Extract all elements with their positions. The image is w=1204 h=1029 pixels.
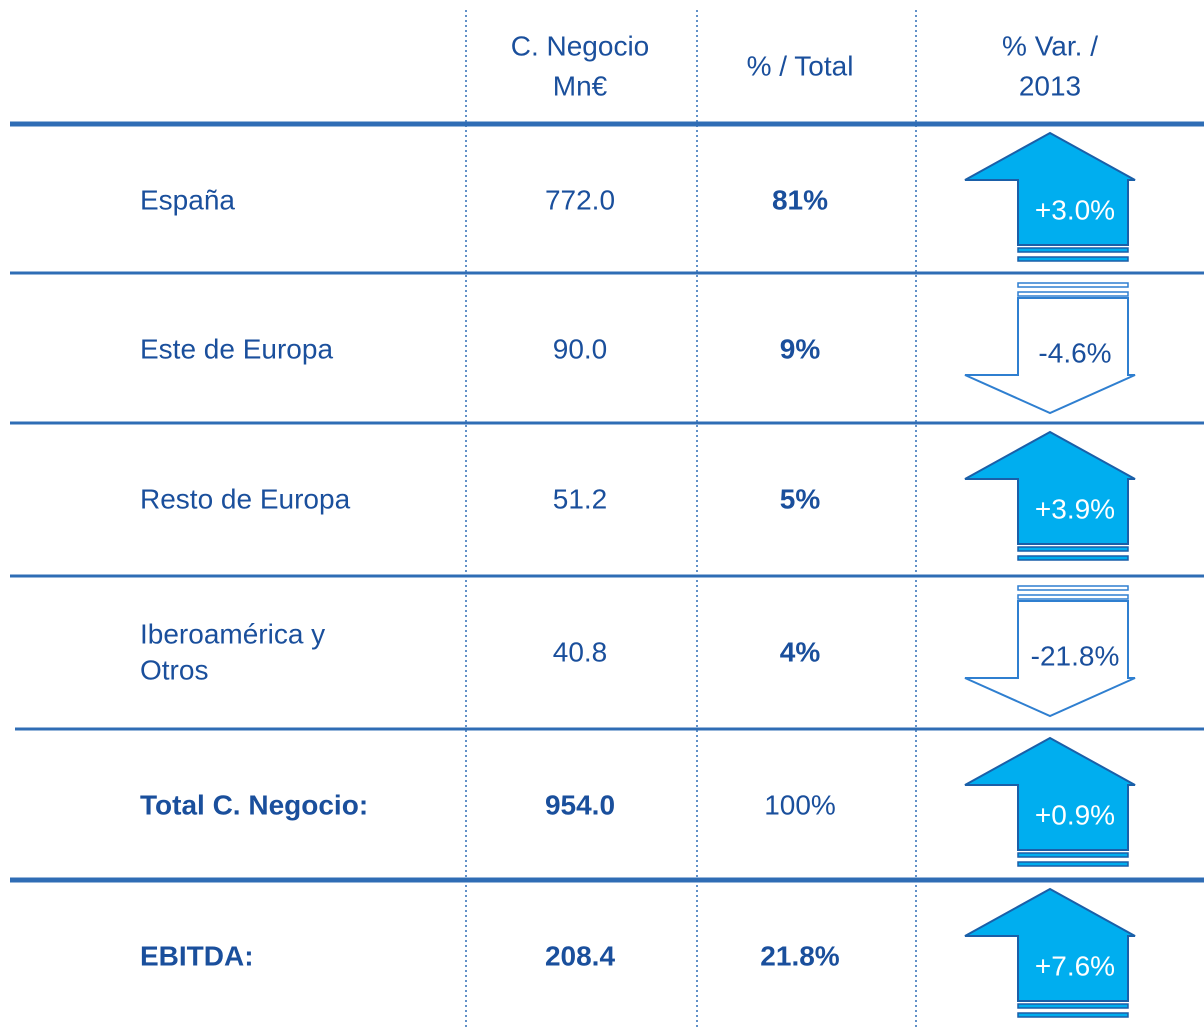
cell-change: +0.9% xyxy=(1035,799,1115,830)
arrow-up xyxy=(964,887,1136,1002)
arrow-stripe xyxy=(1017,1003,1129,1009)
arrow-stripe xyxy=(1017,546,1129,552)
cell-value: 40.8 xyxy=(553,636,608,667)
arrow-stripe xyxy=(1017,282,1129,288)
cell-change: +7.6% xyxy=(1035,950,1115,981)
header-cell: % / Total xyxy=(747,50,854,81)
header-cell: Mn€ xyxy=(553,70,608,101)
row-label: EBITDA: xyxy=(140,940,254,971)
cell-value: 208.4 xyxy=(545,940,615,971)
arrow-stripe xyxy=(1017,555,1129,561)
cell-share: 21.8% xyxy=(760,940,839,971)
arrow-stripe xyxy=(1017,585,1129,591)
cell-value: 90.0 xyxy=(553,333,608,364)
cell-change: +3.9% xyxy=(1035,493,1115,524)
cell-value: 954.0 xyxy=(545,789,615,820)
cell-value: 51.2 xyxy=(553,483,608,514)
row-label: Total C. Negocio: xyxy=(140,789,368,820)
cell-share: 4% xyxy=(780,636,821,667)
cell-value: 772.0 xyxy=(545,184,615,215)
arrow-stripe xyxy=(1017,861,1129,867)
arrow-stripe xyxy=(1017,852,1129,858)
arrow-stripe xyxy=(1017,594,1129,600)
arrow-stripe xyxy=(1017,247,1129,253)
arrow-stripe xyxy=(1017,291,1129,297)
header-cell: C. Negocio xyxy=(511,30,650,61)
row-label: Resto de Europa xyxy=(140,483,351,514)
arrow-down xyxy=(964,600,1136,718)
cell-share: 5% xyxy=(780,483,821,514)
cell-change: +3.0% xyxy=(1035,194,1115,225)
cell-share: 81% xyxy=(772,184,828,215)
arrow-down xyxy=(964,297,1136,415)
row-label: Iberoamérica y xyxy=(140,618,325,649)
cell-change: -4.6% xyxy=(1038,337,1111,368)
row-label: Este de Europa xyxy=(140,333,333,364)
header-cell: % Var. / xyxy=(1002,30,1098,61)
arrow-stripe xyxy=(1017,256,1129,262)
header-cell: 2013 xyxy=(1019,70,1081,101)
arrow-up xyxy=(964,131,1136,246)
cell-share: 100% xyxy=(764,789,836,820)
arrow-stripe xyxy=(1017,1012,1129,1018)
cell-change: -21.8% xyxy=(1031,640,1120,671)
cell-share: 9% xyxy=(780,333,821,364)
row-label: Otros xyxy=(140,654,208,685)
arrow-up xyxy=(964,736,1136,851)
row-label: España xyxy=(140,184,235,215)
arrow-up xyxy=(964,430,1136,545)
